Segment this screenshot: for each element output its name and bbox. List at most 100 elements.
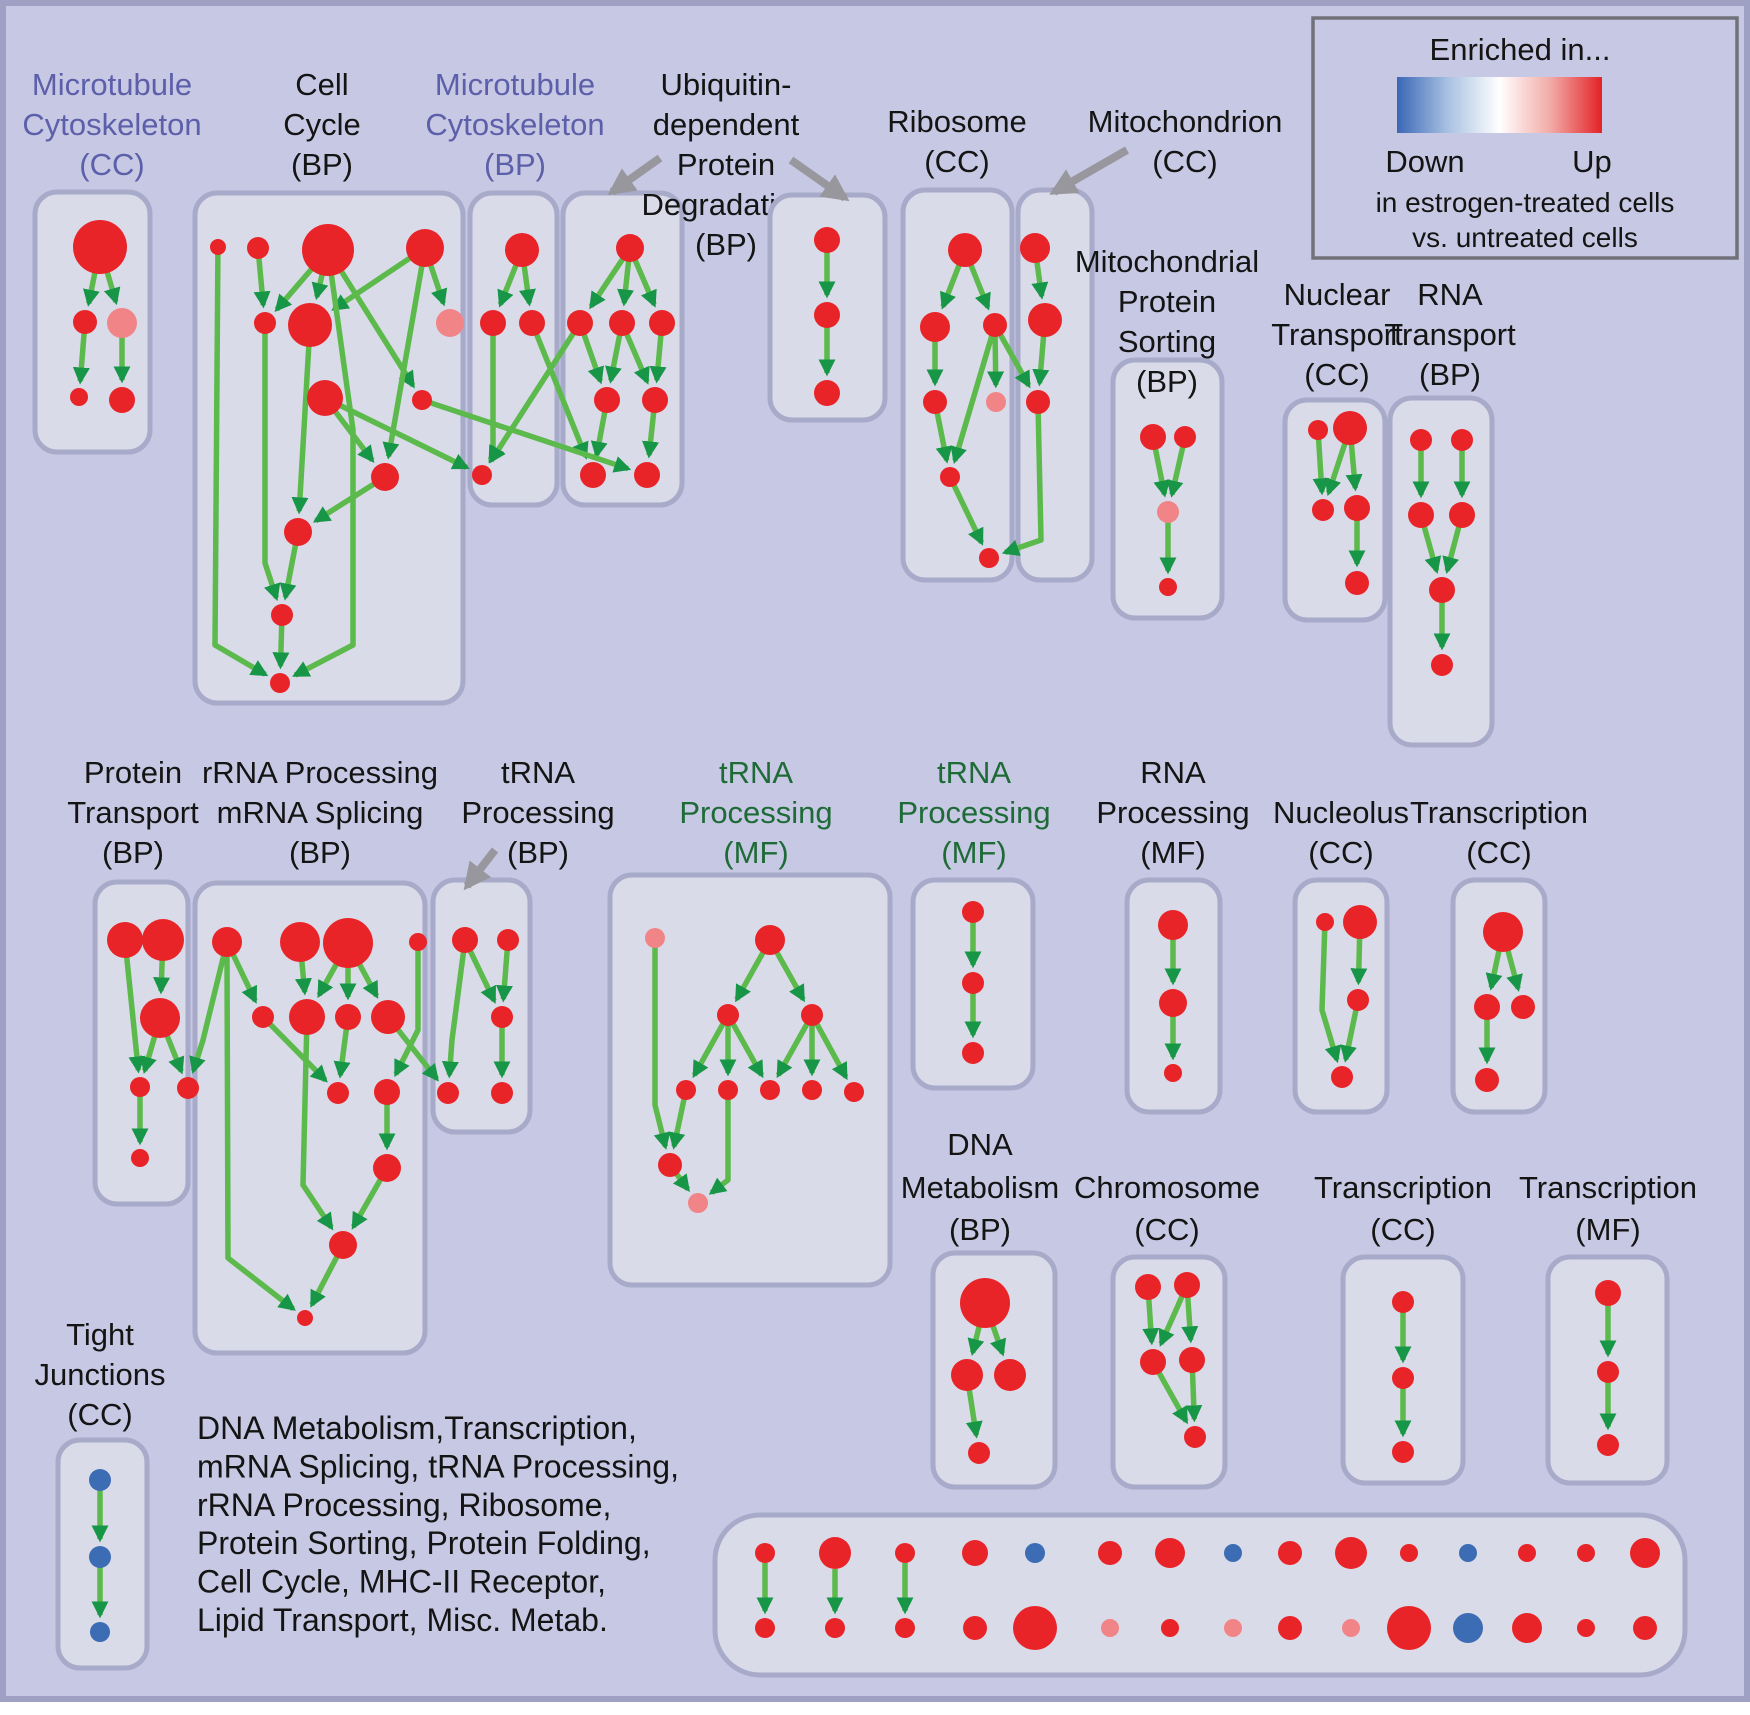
edge-cellcycle-13 — [212, 253, 269, 677]
cluster-label-mtbp-line2: Cytoskeleton — [425, 107, 604, 142]
cross-edge-3 — [429, 400, 632, 473]
edge-ubiq1-7 — [590, 411, 608, 459]
go-term-node-cellcycle-I — [412, 390, 432, 410]
cluster-label-rnatrans-line1: RNA — [1417, 277, 1483, 312]
edge-mito-0 — [1031, 261, 1049, 300]
legend-down-label: Down — [1385, 144, 1464, 179]
cluster-label-cellcycle-line2: Cycle — [283, 107, 361, 142]
go-term-node-rrna-S — [297, 1310, 313, 1326]
go-term-node-rrna-T2 — [280, 922, 320, 962]
edge-dnamet-0 — [967, 1325, 985, 1357]
cluster-label-rrna-line2: mRNA Splicing — [217, 795, 424, 830]
go-term-node-trnamf-big-B4 — [802, 1080, 822, 1100]
cluster-label-nuctrans-line2: Transport — [1271, 317, 1403, 352]
go-term-node-cellcycle-G — [436, 309, 464, 337]
edge-mito-1 — [1032, 335, 1050, 387]
cluster-label-trnamf-big-line3: (MF) — [723, 835, 788, 870]
go-term-node-ubiq1-MC — [609, 310, 635, 336]
go-term-node-trnamf-big-B2 — [718, 1080, 738, 1100]
cluster-label-mitosort-line2: Protein — [1118, 284, 1216, 319]
cluster-label-mito-line2: (CC) — [1152, 144, 1217, 179]
edge-ubiq1-5 — [624, 332, 650, 385]
cluster-box-chromosome — [1110, 1254, 1228, 1490]
go-term-node-dnamet-Bt — [968, 1442, 990, 1464]
edge-cellcycle-1 — [274, 267, 314, 312]
edge-rrna-12 — [224, 955, 296, 1311]
page-margin — [0, 1702, 1750, 1715]
cluster-label-rnatrans-line2: Transport — [1384, 317, 1516, 352]
edge-ubiq1-2 — [632, 258, 657, 308]
go-term-node-transmf-c — [1597, 1434, 1619, 1456]
go-term-node-prottrans-MD — [140, 998, 180, 1038]
go-term-node-nuctrans-d — [1344, 495, 1370, 521]
cluster-label-dnamet-line1: DNA — [947, 1127, 1013, 1162]
layer-nodes — [70, 220, 1660, 1650]
go-term-node-rrna-M1 — [252, 1006, 274, 1028]
cluster-label-ribosome-line2: (CC) — [924, 144, 989, 179]
edge-mitosort-1 — [1166, 446, 1186, 498]
strip-node-bottom-1 — [755, 1618, 775, 1638]
go-term-node-rnatrans-b — [1451, 429, 1473, 451]
go-term-node-mito-T — [1020, 233, 1050, 263]
cluster-label-trnamf-small-line3: (MF) — [941, 835, 1006, 870]
go-term-node-prottrans-X — [177, 1077, 199, 1099]
legend-title: Enriched in... — [1430, 32, 1611, 67]
cluster-label-chromosome-line2: (CC) — [1134, 1212, 1199, 1247]
edge-nuctrans-1 — [1324, 442, 1348, 497]
go-term-node-mt-cc-a — [73, 220, 127, 274]
go-term-node-cellcycle-A — [210, 239, 226, 255]
go-term-node-rrna-R — [329, 1231, 357, 1259]
edge-ubiq1-6 — [649, 334, 667, 384]
go-term-node-mt-cc-d — [70, 388, 88, 406]
go-term-node-cellcycle-L — [271, 604, 293, 626]
cluster-label-ubiq1-line1: Ubiquitin- — [661, 67, 792, 102]
go-term-node-ubiq1-BR — [634, 462, 660, 488]
go-term-node-rrna-T3 — [323, 918, 373, 968]
legend: Enriched in... Down Up in estrogen-treated … — [1311, 16, 1739, 260]
cross-edge-4 — [997, 333, 1032, 389]
go-term-node-rnatrans-d — [1449, 502, 1475, 528]
cluster-label-mt-cc-line1: Microtubule — [32, 67, 192, 102]
go-term-node-trnabp-BR — [491, 1082, 513, 1104]
cluster-label-cellcycle-line1: Cell — [295, 67, 348, 102]
edge-rrna-5 — [268, 1022, 328, 1083]
cluster-label-mtbp-line1: Microtubule — [435, 67, 595, 102]
edge-mtbp-0 — [497, 263, 519, 308]
go-term-node-ribosome-Bt — [979, 548, 999, 568]
strip-node-top-6 — [1098, 1541, 1122, 1565]
cluster-label-prottrans-line2: Transport — [67, 795, 199, 830]
legend-subtitle-line2: vs. untreated cells — [1412, 222, 1638, 253]
go-term-node-trnabp-TL — [452, 927, 478, 953]
cluster-box-rnatrans — [1387, 395, 1495, 748]
go-term-node-nuctrans-b — [1333, 411, 1367, 445]
misc-terms-note-line1: DNA Metabolism,Transcription, — [197, 1410, 637, 1446]
edge-nucleolus-2 — [1319, 929, 1342, 1064]
edge-ubiq1-3 — [581, 333, 604, 385]
go-term-node-cellcycle-H — [307, 380, 343, 416]
strip-node-bottom-3 — [895, 1618, 915, 1638]
cluster-label-ubiq1-line3: Protein — [677, 147, 775, 182]
cluster-label-dnamet-line2: Metabolism — [901, 1170, 1060, 1205]
edge-chromosome-3 — [1156, 1371, 1189, 1425]
edge-rrna-11 — [309, 1255, 340, 1308]
cluster-label-nucleolus-line1: Nucleolus — [1273, 795, 1409, 830]
edge-cellcycle-14 — [292, 274, 356, 678]
cluster-label-transmf-line2: (MF) — [1575, 1212, 1640, 1247]
strip-node-top-8 — [1224, 1544, 1242, 1562]
cluster-label-transcc2-line2: (CC) — [1370, 1212, 1435, 1247]
cross-edge-1 — [488, 331, 576, 464]
cluster-label-mitosort-line1: Mitochondrial — [1075, 244, 1259, 279]
edge-cellcycle-0 — [253, 257, 271, 309]
go-term-node-trnamf-small-b — [962, 972, 984, 994]
go-term-node-cellcycle-J — [371, 463, 399, 491]
edge-rrna-4 — [356, 962, 380, 999]
edge-rrna-1 — [294, 960, 312, 996]
edge-rrna-7 — [393, 950, 421, 1078]
go-term-node-rnaproc-b — [1159, 989, 1187, 1017]
strip-node-top-11 — [1400, 1544, 1418, 1562]
strip-node-top-12 — [1459, 1544, 1477, 1562]
go-term-node-prottrans-Bt — [131, 1149, 149, 1167]
edge-trnamf-big-10 — [672, 1172, 691, 1193]
go-term-node-transmf-a — [1595, 1280, 1621, 1306]
